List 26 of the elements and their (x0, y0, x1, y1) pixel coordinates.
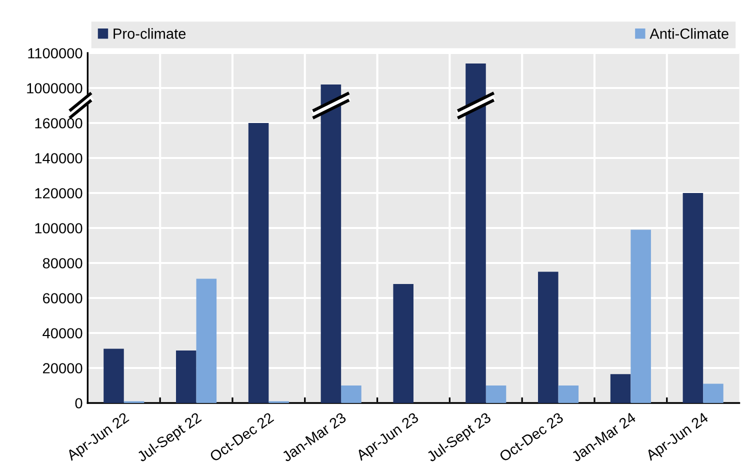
legend-label: Anti-Climate (650, 28, 728, 39)
bar (341, 386, 362, 403)
y-tick-label: 0 (75, 398, 82, 408)
y-tick-label: 100000 (35, 223, 82, 234)
y-tick-label: 160000 (35, 118, 82, 128)
bar (486, 386, 506, 403)
bar (682, 193, 704, 403)
y-tick-label: 1100000 (28, 48, 82, 58)
bar (630, 230, 651, 403)
bar (393, 284, 414, 403)
y-tick-label: 80000 (42, 258, 82, 268)
y-tick-label: 60000 (43, 293, 82, 304)
bar (104, 348, 124, 403)
y-tick-label: 20000 (43, 363, 82, 374)
legend-label: Pro-climate (114, 28, 186, 39)
bar (248, 123, 269, 403)
bar (196, 278, 217, 403)
bar (176, 350, 196, 403)
y-tick-label: 120000 (35, 188, 82, 198)
y-tick-label: 40000 (42, 328, 82, 338)
bar (558, 386, 579, 403)
bar (538, 272, 558, 403)
y-tick-label: 1000000 (27, 83, 82, 94)
bar (703, 384, 724, 403)
bar (610, 374, 631, 403)
y-tick-label: 140000 (35, 153, 82, 164)
